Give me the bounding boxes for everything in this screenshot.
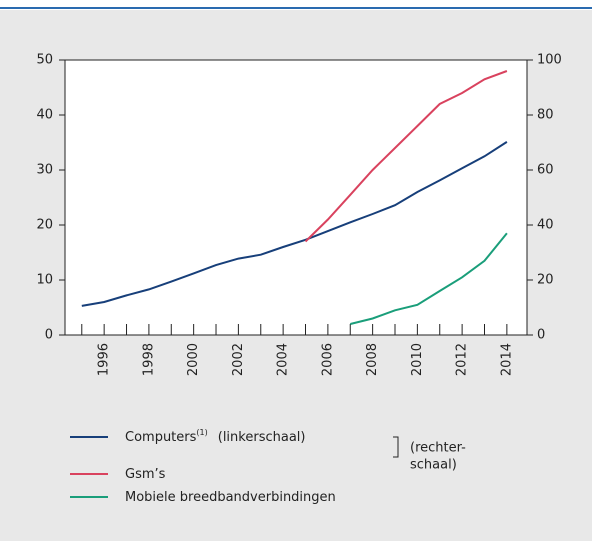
series-line [350, 232, 508, 325]
plot-area [64, 59, 528, 336]
legend-note: (linkerschaal) [218, 430, 306, 445]
legend-name: Mobiele breedbandverbindingen [125, 490, 336, 505]
legend-axis-note: (rechter- [410, 441, 466, 456]
series-line [81, 141, 508, 307]
y2-tick-label: 0 [537, 328, 545, 343]
x-tick-label: 2008 [365, 343, 380, 376]
x-tick-label: 2004 [276, 343, 291, 376]
y-tick-label: 10 [36, 273, 53, 288]
y-tick-label: 30 [36, 163, 53, 178]
legend-superscript: (1) [196, 428, 207, 437]
top-rule [0, 7, 592, 9]
y-tick-label: 50 [36, 53, 53, 68]
y2-tick-label: 100 [537, 53, 562, 68]
legend-label: Mobiele breedbandverbindingen [125, 490, 336, 505]
x-tick-label: 2012 [455, 343, 470, 376]
legend-name: Gsm’s [125, 467, 166, 482]
x-tick-label: 2006 [320, 343, 335, 376]
x-tick-label: 2002 [231, 343, 246, 376]
y-tick-label: 20 [36, 218, 53, 233]
y2-tick-label: 20 [537, 273, 554, 288]
legend-label: Computers(1) (linkerschaal) [125, 428, 305, 445]
legend-name: Computers [125, 430, 197, 445]
y2-tick-label: 60 [537, 163, 554, 178]
x-tick-label: 2010 [410, 343, 425, 376]
x-tick-label: 2000 [186, 343, 201, 376]
x-tick-label: 1996 [97, 343, 112, 376]
series-line [304, 70, 508, 243]
y-tick-label: 40 [36, 108, 53, 123]
legend-label: Gsm’s [125, 467, 166, 482]
y2-tick-label: 40 [537, 218, 554, 233]
y-tick-label: 0 [45, 328, 53, 343]
x-tick-label: 2014 [499, 343, 514, 376]
legend-bracket [393, 436, 399, 458]
legend-axis-note: schaal) [410, 458, 457, 473]
y2-tick-label: 80 [537, 108, 554, 123]
x-tick-label: 1998 [141, 343, 156, 376]
